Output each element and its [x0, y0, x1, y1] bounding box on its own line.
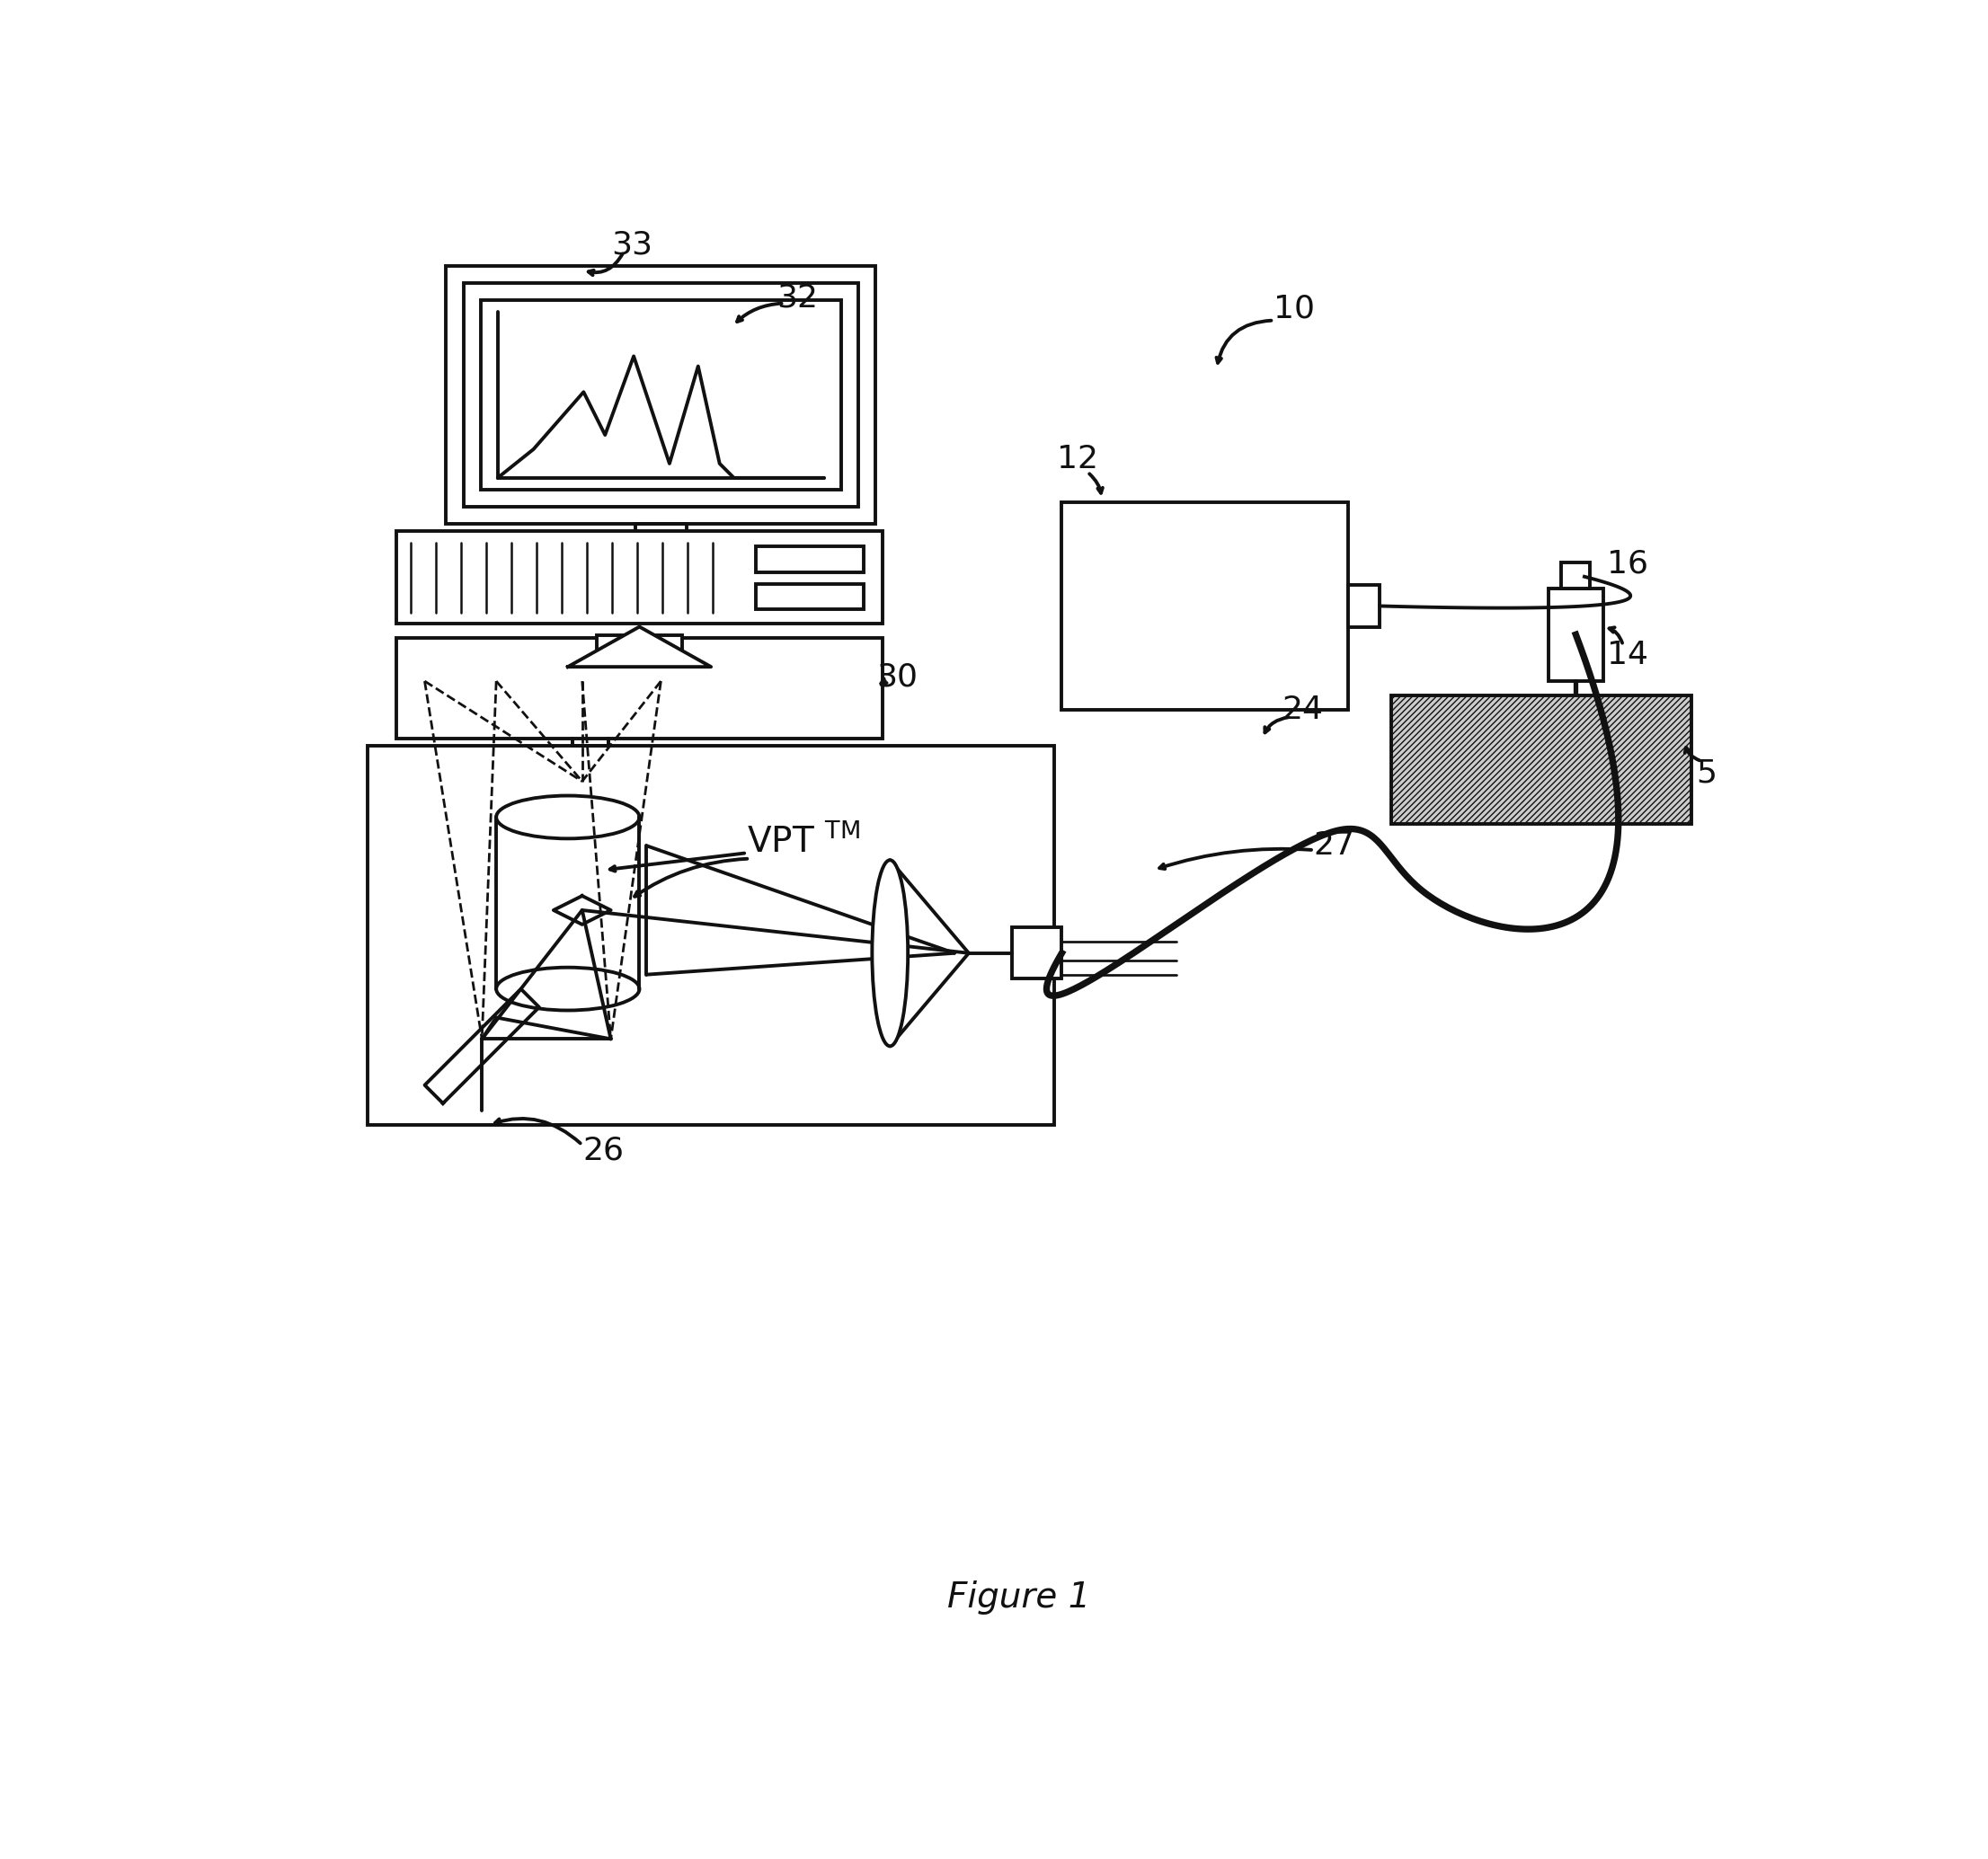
Bar	[1062, 502, 1348, 710]
Polygon shape	[569, 626, 712, 667]
Text: 16: 16	[1606, 548, 1648, 578]
Bar	[368, 745, 1056, 1125]
Text: 12: 12	[1058, 444, 1097, 474]
Bar	[1348, 584, 1380, 628]
Text: VPT $^{\mathsf{TM}}$: VPT $^{\mathsf{TM}}$	[747, 824, 861, 859]
Text: 30: 30	[877, 662, 918, 692]
Bar	[396, 638, 883, 738]
Bar	[481, 301, 841, 489]
Text: 10: 10	[1272, 294, 1314, 323]
Text: Figure 1: Figure 1	[946, 1580, 1091, 1614]
Text: 32: 32	[775, 283, 817, 312]
Bar	[755, 584, 863, 610]
Text: 27: 27	[1314, 831, 1354, 861]
Text: 33: 33	[612, 229, 652, 260]
Bar	[1561, 561, 1590, 587]
Text: 5: 5	[1696, 757, 1716, 788]
Ellipse shape	[873, 861, 909, 1047]
Bar	[396, 532, 883, 625]
Bar	[1012, 928, 1062, 980]
Bar	[445, 266, 875, 524]
Bar	[1549, 587, 1602, 680]
Bar	[596, 636, 682, 667]
Text: 26: 26	[582, 1136, 624, 1166]
Text: 24: 24	[1282, 695, 1324, 725]
Text: 14: 14	[1606, 639, 1648, 671]
Bar	[755, 547, 863, 573]
Bar	[1392, 695, 1692, 824]
Bar	[463, 283, 859, 506]
